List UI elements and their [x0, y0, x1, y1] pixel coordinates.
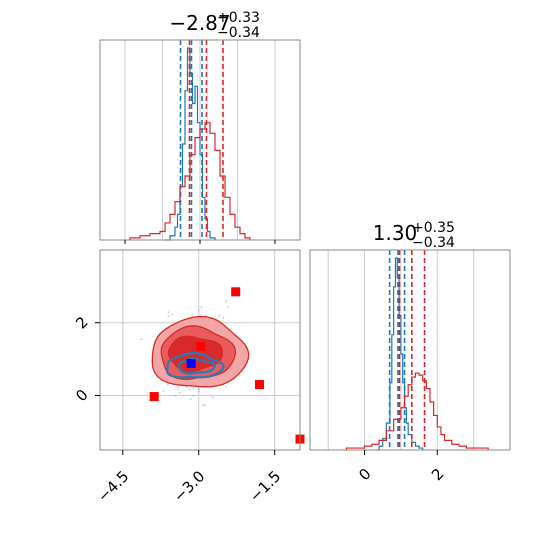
panel2-sample-red-14 — [140, 338, 143, 341]
panel2-sample-red-42 — [197, 309, 200, 312]
panel2-sample-red-102 — [225, 300, 228, 303]
panel1-series-1-hist — [129, 122, 251, 240]
panel3-title-value: 1.30 — [373, 221, 418, 245]
panel2-sample-red-21 — [222, 316, 225, 319]
panel2-sample-red-108 — [192, 387, 195, 390]
joint-scatter-panel: −4.5 −3.0 −1.5 0 2 — [72, 249, 305, 506]
panel2-sample-red-91 — [197, 388, 200, 391]
panel2-sample-red-28 — [185, 386, 188, 389]
panel3-frame — [309, 249, 511, 451]
panel2-red-marker-1 — [196, 341, 206, 351]
panel1-title: −2.87 — [169, 11, 230, 35]
panel1-title-sup: +0.33 — [217, 10, 260, 26]
panel3-series-1-hist — [345, 372, 489, 450]
panel2-sample-red-66 — [178, 391, 181, 394]
panel2-sample-red-33 — [167, 311, 170, 314]
panel2-red-marker-2 — [149, 392, 159, 402]
panel2-sample-red-44 — [202, 404, 205, 407]
panel2-ytick-label-0: 0 — [72, 386, 91, 405]
panel2-sample-red-36 — [171, 313, 174, 316]
panel2-xtick-label-0: −4.5 — [94, 467, 132, 505]
panel2-blue-marker-0 — [186, 358, 196, 368]
panel2-sample-red-31 — [200, 306, 203, 309]
panel2-sample-red-9 — [227, 305, 230, 308]
panel2-red-marker-0 — [231, 287, 241, 297]
marginal-histogram-param1 — [99, 39, 301, 244]
panel2-blue-contour-outer — [165, 351, 225, 379]
panel2-sample-red-40 — [192, 394, 195, 397]
panel2-sample-red-95 — [188, 388, 191, 391]
panel2-xtick-label-1: −3.0 — [170, 467, 208, 505]
panel2-ytick-label-1: 2 — [72, 313, 91, 332]
panel3-xtick-label-1: 2 — [428, 465, 447, 484]
panel3-title: 1.30 — [373, 221, 418, 245]
panel2-frame — [99, 249, 301, 451]
panel2-xtick-label-2: −1.5 — [246, 467, 284, 505]
panel2-sample-red-15 — [174, 394, 177, 397]
panel1-title-value: −2.87 — [169, 11, 230, 35]
panel2-sample-red-6 — [211, 396, 214, 399]
panel3-xtick-label-0: 0 — [355, 465, 374, 484]
panel2-sample-red-106 — [191, 313, 194, 316]
panel2-sample-red-77 — [203, 403, 206, 406]
panel2-sample-red-50 — [176, 387, 179, 390]
panel2-sample-red-16 — [166, 383, 169, 386]
panel1-title-sub: −0.34 — [217, 25, 260, 41]
panel2-blue-contour-inner — [177, 357, 216, 375]
panel2-red-marker-3 — [254, 380, 264, 390]
panel2-sample-red-29 — [198, 390, 201, 393]
panel2-sample-red-57 — [189, 398, 192, 401]
panel2-sample-red-60 — [224, 385, 227, 388]
panel2-sample-red-41 — [167, 315, 170, 318]
panel2-sample-red-105 — [162, 389, 165, 392]
panel2-sample-red-71 — [218, 314, 221, 317]
panel3-title-sup: +0.35 — [412, 220, 455, 236]
panel3-title-sub: −0.34 — [412, 235, 455, 251]
